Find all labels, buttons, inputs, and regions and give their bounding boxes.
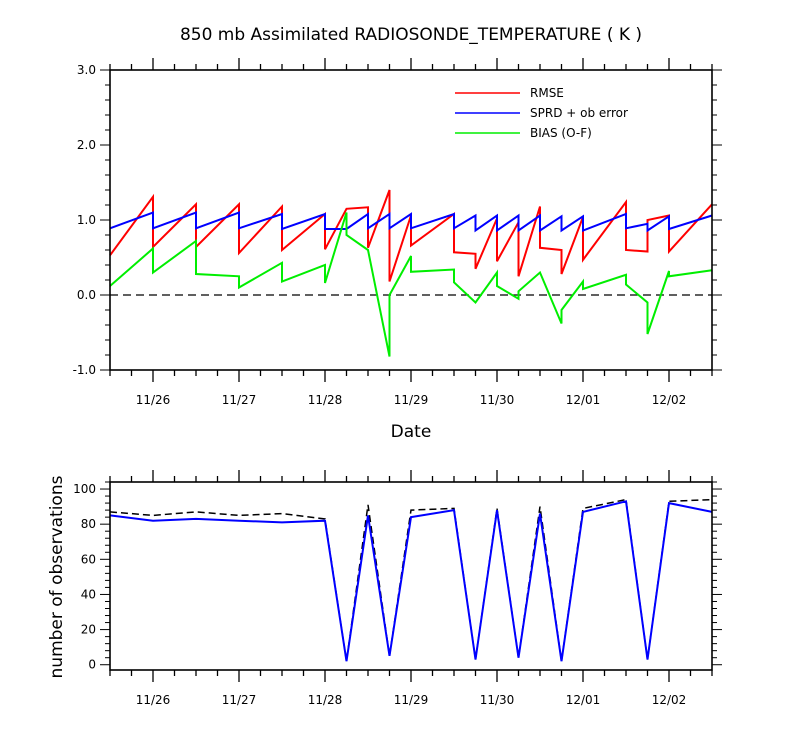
top-x-tick-label: 11/27 (222, 393, 257, 407)
top-x-tick-label: 11/26 (136, 393, 171, 407)
rmse-panel: 850 mb Assimilated RADIOSONDE_TEMPERATUR… (73, 25, 722, 442)
bottom-x-tick-label: 11/26 (136, 693, 171, 707)
top-series-sprd-ob-error (109, 211, 713, 233)
legend: RMSE SPRD + ob error BIAS (O-F) (455, 86, 628, 140)
bottom-y-tick-label: 0 (88, 658, 96, 672)
top-x-tick-label: 11/29 (394, 393, 429, 407)
top-y-tick-label: -1.0 (73, 363, 96, 377)
bottom-tick-layer: 0 20 40 60 80 100 11/26 11/27 11/28 11/29 11/30 12/… (73, 470, 722, 707)
bottom-y-tick-label: 80 (81, 517, 96, 531)
x-axis-title: Date (391, 422, 432, 442)
bottom-y-tick-label: 40 (81, 587, 96, 601)
top-x-tick-label: 11/28 (308, 393, 343, 407)
bottom-series-possible-observations (109, 498, 713, 662)
legend-label-bias-o-f: BIAS (O-F) (530, 126, 592, 140)
top-y-tick-label: 2.0 (77, 138, 96, 152)
top-x-tick-label: 12/02 (652, 393, 687, 407)
bottom-x-tick-label: 11/30 (480, 693, 515, 707)
bottom-x-tick-label: 11/28 (308, 693, 343, 707)
bottom-x-tick-label: 12/01 (566, 693, 601, 707)
bottom-series-assimilated-observations (109, 500, 713, 662)
bottom-y-tick-label: 20 (81, 623, 96, 637)
top-series-rmse (109, 189, 713, 282)
top-series-layer (109, 189, 713, 357)
top-y-tick-label: 3.0 (77, 63, 96, 77)
chart-title: 850 mb Assimilated RADIOSONDE_TEMPERATUR… (180, 25, 642, 45)
observations-panel: 0 20 40 60 80 100 11/26 11/27 11/28 11/29 11/30 12/… (47, 470, 722, 707)
bottom-y-tick-label: 100 (73, 482, 96, 496)
top-x-tick-label: 12/01 (566, 393, 601, 407)
bottom-series-layer (109, 498, 713, 662)
top-y-tick-label: 1.0 (77, 213, 96, 227)
y-axis-title-observations: number of observations (47, 475, 67, 678)
top-tick-layer: -1.0 0.0 1.0 2.0 3.0 11/26 11/27 11/28 11/29 11/3… (73, 58, 722, 407)
top-y-tick-label: 0.0 (77, 288, 96, 302)
top-x-tick-label: 11/30 (480, 393, 515, 407)
bottom-x-tick-label: 12/02 (652, 693, 687, 707)
bottom-x-tick-label: 11/29 (394, 693, 429, 707)
bottom-x-tick-label: 11/27 (222, 693, 257, 707)
legend-label-sprd-ob-error: SPRD + ob error (530, 106, 628, 120)
legend-label-rmse: RMSE (530, 86, 564, 100)
top-series-bias-o-f (109, 212, 713, 357)
bottom-y-tick-label: 60 (81, 552, 96, 566)
